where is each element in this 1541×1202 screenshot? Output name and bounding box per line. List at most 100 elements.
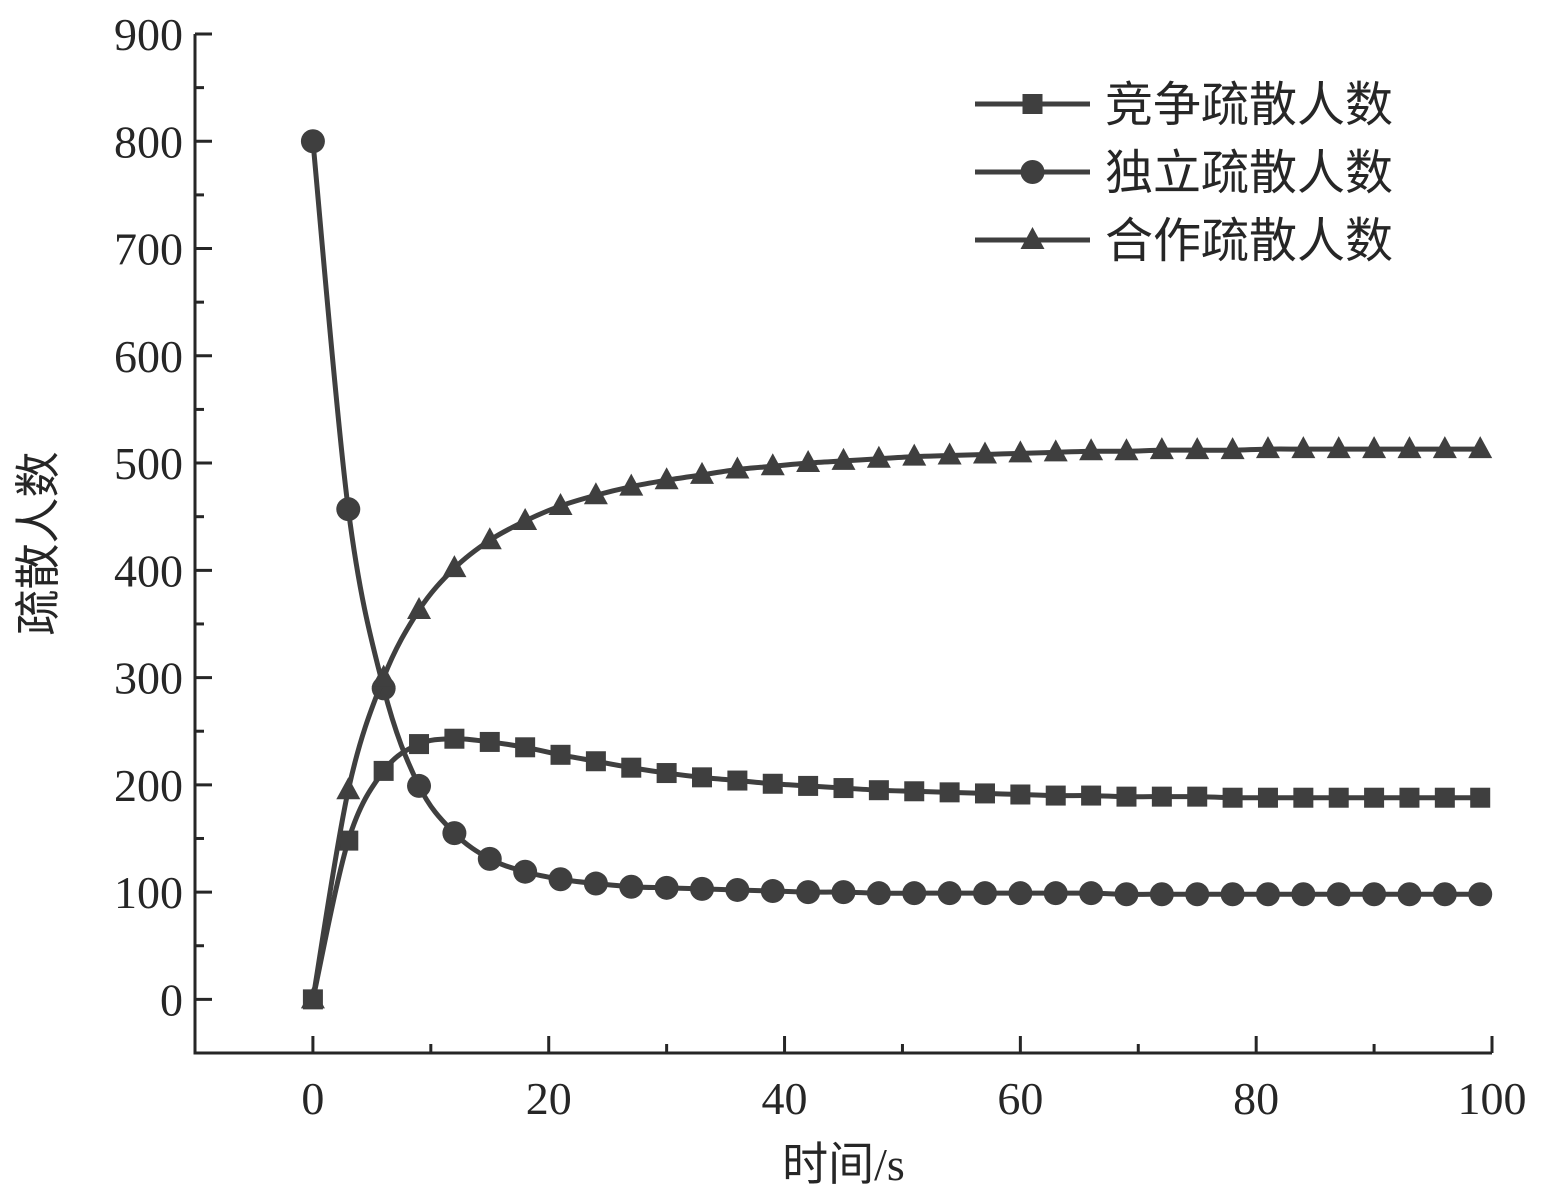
legend-label: 合作疏散人数 bbox=[1105, 215, 1393, 268]
data-point-square bbox=[656, 763, 677, 784]
data-point-triangle bbox=[760, 453, 785, 476]
data-point-square bbox=[1328, 787, 1349, 808]
data-point-triangle bbox=[1397, 436, 1422, 459]
x-tick-label: 80 bbox=[1233, 1073, 1279, 1124]
legend-label: 竞争疏散人数 bbox=[1105, 79, 1393, 132]
data-point-square bbox=[868, 780, 889, 801]
data-point-circle bbox=[442, 821, 467, 846]
data-point-triangle bbox=[336, 777, 361, 800]
data-point-triangle bbox=[1185, 437, 1210, 460]
data-point-square bbox=[409, 734, 430, 755]
data-point-square bbox=[1081, 785, 1102, 806]
data-point-circle bbox=[1220, 882, 1245, 907]
data-point-square bbox=[1399, 787, 1420, 808]
x-tick-label: 100 bbox=[1458, 1073, 1527, 1124]
data-point-circle bbox=[690, 876, 715, 901]
data-point-circle bbox=[619, 874, 644, 899]
data-point-triangle bbox=[1114, 438, 1139, 461]
data-point-square bbox=[1222, 787, 1243, 808]
data-point-circle bbox=[1043, 881, 1068, 906]
data-point-square bbox=[692, 767, 713, 788]
data-point-square bbox=[833, 778, 854, 799]
data-point-square bbox=[1470, 787, 1491, 808]
data-point-circle bbox=[1114, 882, 1139, 907]
data-point-triangle bbox=[1255, 436, 1280, 459]
data-point-square bbox=[1293, 787, 1314, 808]
data-point-circle bbox=[1397, 882, 1422, 907]
y-tick-label: 0 bbox=[160, 974, 183, 1025]
y-tick-label: 500 bbox=[114, 438, 183, 489]
data-point-square bbox=[1010, 784, 1031, 805]
data-point-circle bbox=[1468, 882, 1493, 907]
data-point-square bbox=[1187, 786, 1208, 807]
series-layer bbox=[300, 129, 1493, 1010]
data-point-circle bbox=[654, 875, 679, 900]
data-point-square bbox=[479, 731, 500, 752]
data-point-circle bbox=[1326, 882, 1351, 907]
y-tick-label: 800 bbox=[114, 116, 183, 167]
data-point-triangle bbox=[1149, 437, 1174, 460]
data-point-triangle bbox=[654, 467, 679, 490]
data-point-triangle bbox=[866, 445, 891, 468]
data-point-square bbox=[550, 744, 571, 765]
data-point-circle bbox=[1362, 882, 1387, 907]
data-point-triangle bbox=[831, 447, 856, 470]
data-point-square bbox=[1434, 787, 1455, 808]
data-point-square bbox=[585, 751, 606, 772]
series-square bbox=[302, 728, 1491, 1010]
data-point-circle bbox=[866, 881, 891, 906]
y-tick-label: 600 bbox=[114, 331, 183, 382]
data-point-circle bbox=[796, 880, 821, 905]
data-point-circle bbox=[1185, 882, 1210, 907]
data-point-square bbox=[1045, 785, 1066, 806]
legend-label: 独立疏散人数 bbox=[1105, 147, 1393, 200]
y-tick-label: 300 bbox=[114, 653, 183, 704]
data-point-triangle bbox=[1008, 440, 1033, 463]
data-point-square bbox=[373, 760, 394, 781]
data-point-circle bbox=[513, 859, 538, 884]
data-point-circle bbox=[831, 880, 856, 905]
data-point-square bbox=[1257, 787, 1278, 808]
data-point-triangle bbox=[619, 473, 644, 496]
y-axis-label: 疏散人数 bbox=[13, 452, 64, 636]
x-tick-label: 20 bbox=[526, 1073, 572, 1124]
data-point-triangle bbox=[407, 597, 432, 620]
data-point-triangle bbox=[690, 461, 715, 484]
data-point-triangle bbox=[902, 443, 927, 466]
data-point-square bbox=[515, 737, 536, 758]
y-tick-label: 400 bbox=[114, 545, 183, 596]
data-point-circle bbox=[1079, 881, 1104, 906]
data-point-circle bbox=[1291, 882, 1316, 907]
data-point-circle bbox=[972, 881, 997, 906]
legend-item: 独立疏散人数 bbox=[975, 147, 1393, 200]
legend-marker-square bbox=[1022, 94, 1043, 114]
data-point-triangle bbox=[583, 482, 608, 505]
data-point-triangle bbox=[442, 555, 467, 578]
data-point-square bbox=[727, 770, 748, 791]
data-point-triangle bbox=[937, 442, 962, 465]
data-point-square bbox=[1364, 787, 1385, 808]
data-point-triangle bbox=[725, 456, 750, 479]
series-triangle bbox=[300, 436, 1493, 1009]
x-tick-label: 40 bbox=[762, 1073, 808, 1124]
data-point-triangle bbox=[1326, 436, 1351, 459]
x-tick-label: 0 bbox=[301, 1073, 324, 1124]
legend-marker-circle bbox=[1020, 160, 1045, 184]
y-tick-label: 700 bbox=[114, 224, 183, 275]
data-point-circle bbox=[725, 877, 750, 902]
data-point-square bbox=[621, 757, 642, 778]
data-point-triangle bbox=[548, 492, 573, 515]
legend-marker-triangle bbox=[1020, 227, 1045, 249]
axes: 0 100 200 300 400 500 600 700 800 900 0 20 40 60 80 100 bbox=[114, 9, 1527, 1124]
x-axis-label: 时间/s bbox=[782, 1139, 905, 1190]
x-tick-label: 60 bbox=[997, 1073, 1043, 1124]
data-point-circle bbox=[1008, 881, 1033, 906]
data-point-circle bbox=[583, 871, 608, 896]
data-point-triangle bbox=[513, 507, 538, 530]
y-tick-label: 900 bbox=[114, 9, 183, 60]
data-point-triangle bbox=[300, 986, 325, 1009]
data-point-triangle bbox=[1468, 436, 1493, 459]
data-point-triangle bbox=[972, 441, 997, 464]
data-point-circle bbox=[1432, 882, 1457, 907]
